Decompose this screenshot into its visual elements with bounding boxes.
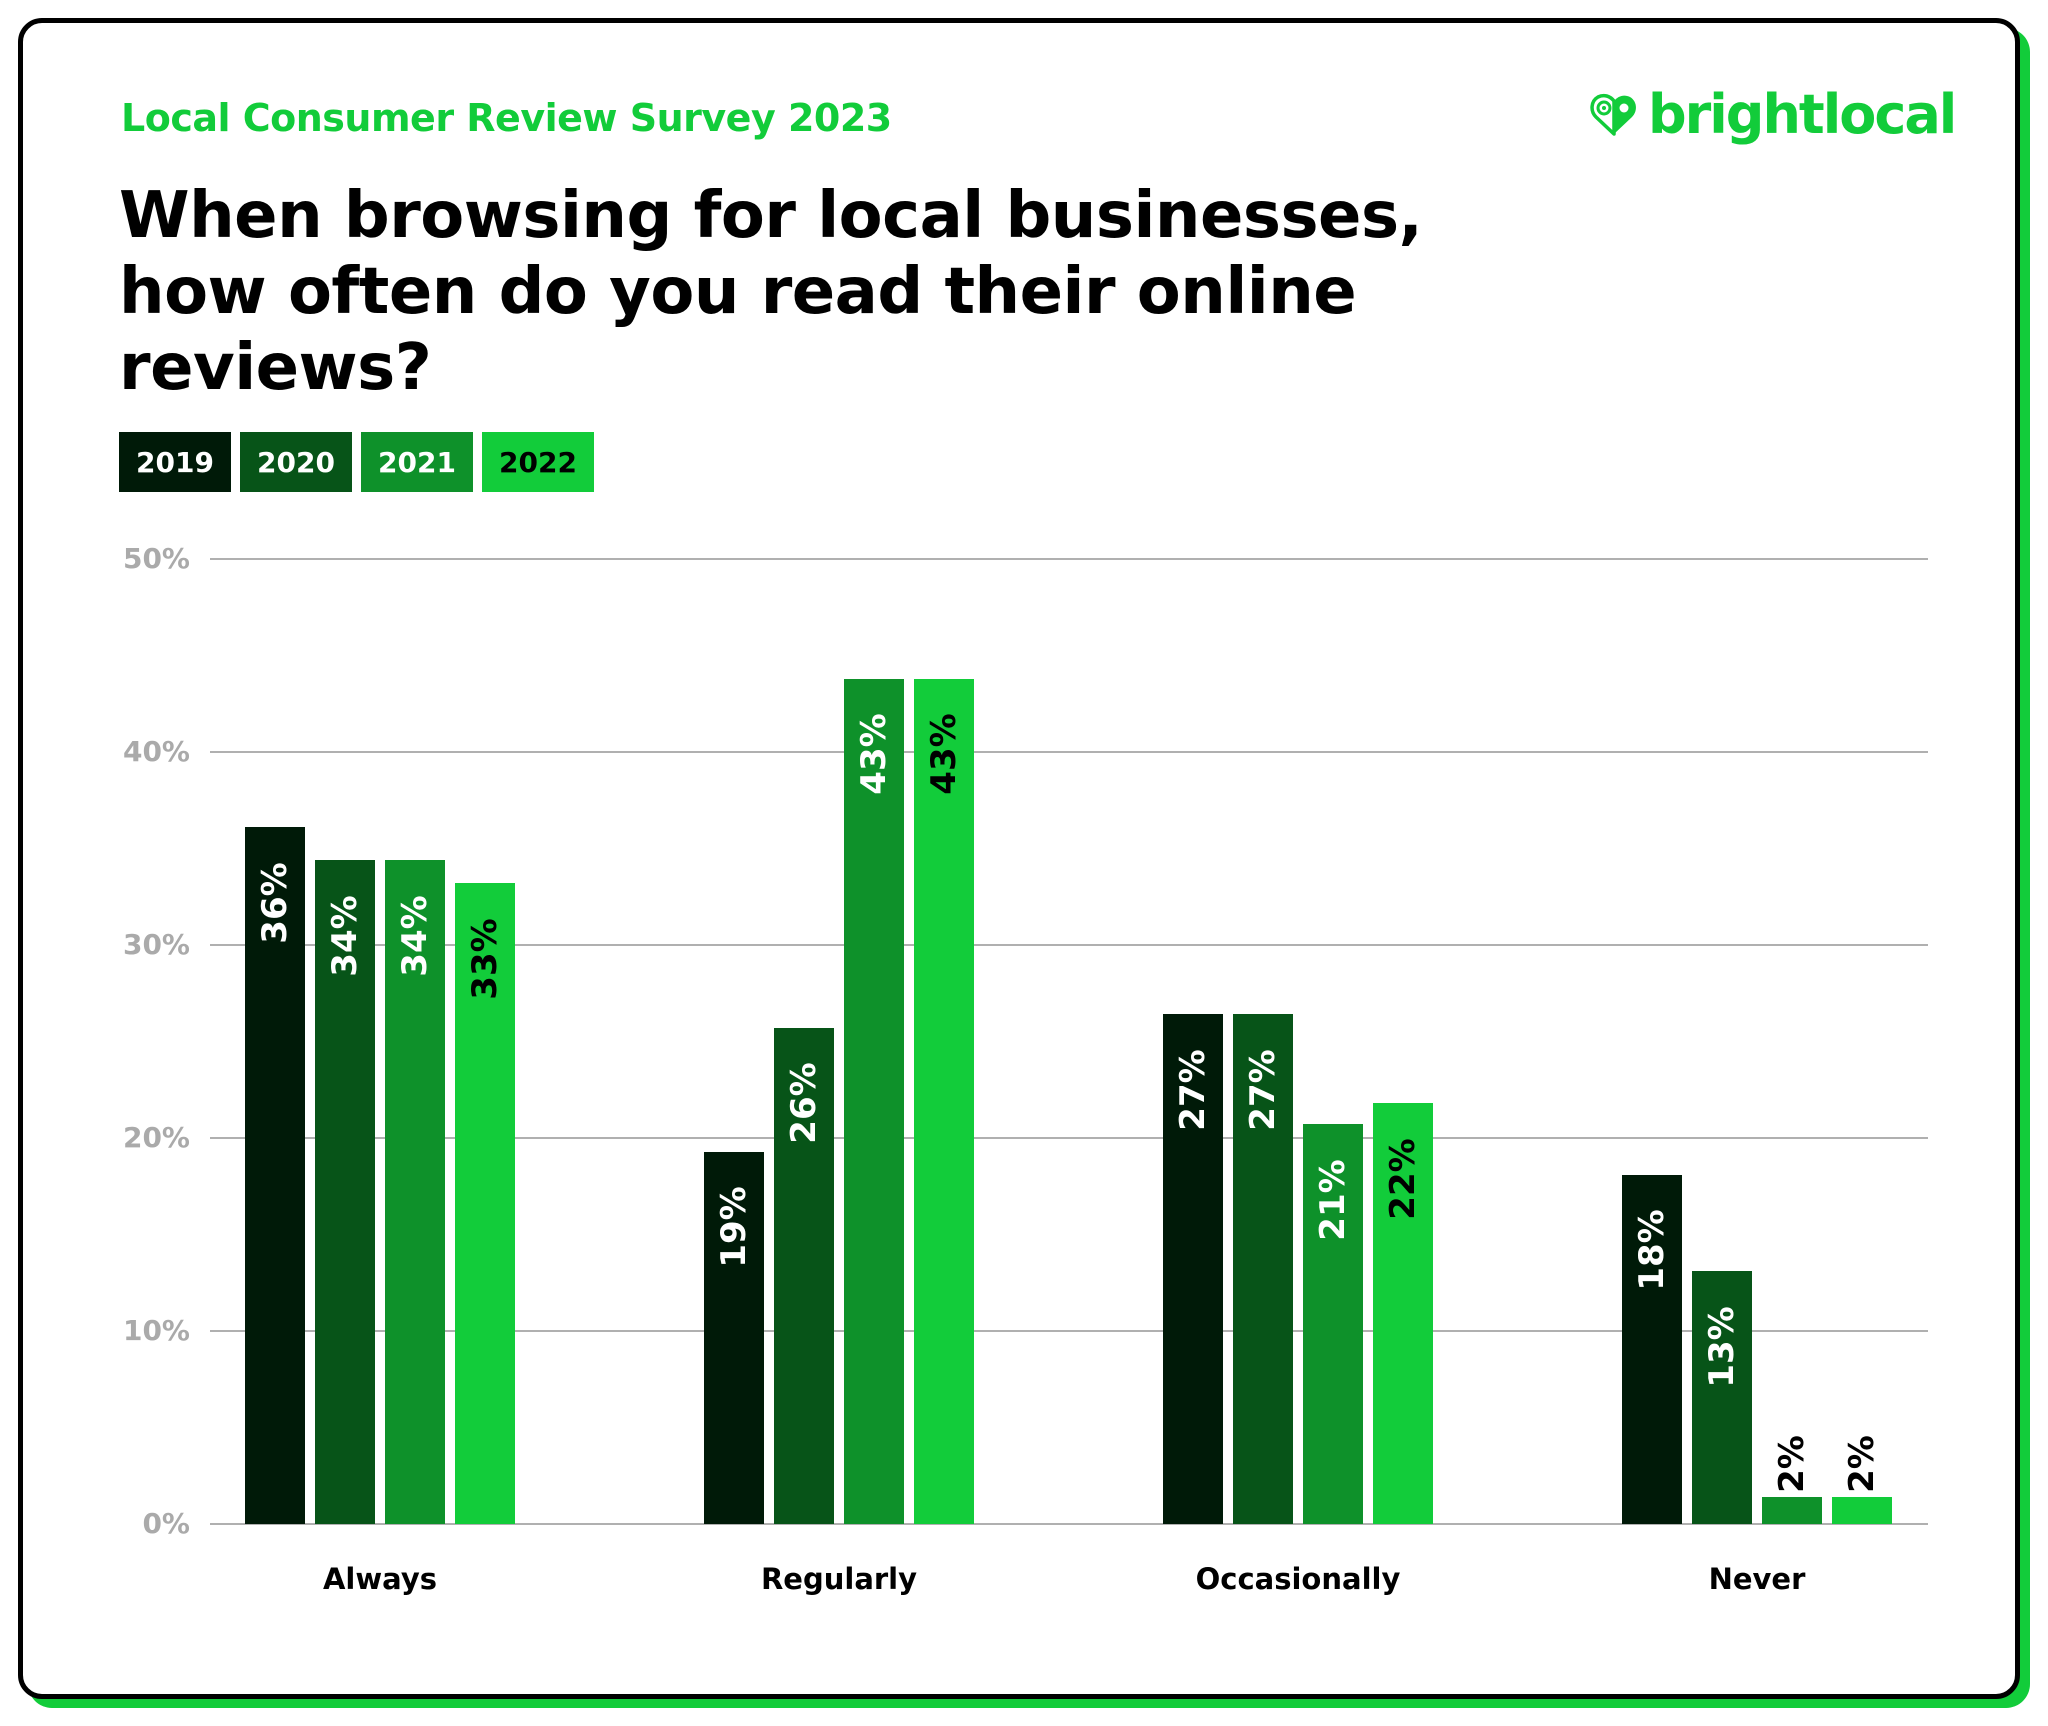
bar-value-label: 2%	[1772, 1435, 1812, 1493]
legend-item-2019: 2019	[119, 432, 231, 492]
legend: 2019 2020 2021 2022	[119, 432, 594, 492]
y-tick-label: 40%	[122, 735, 190, 768]
gridline	[210, 1330, 1928, 1332]
legend-label: 2022	[499, 445, 577, 479]
bar-regularly-2021	[844, 678, 904, 1524]
gridline	[210, 558, 1928, 560]
gridline	[210, 1523, 1928, 1525]
bar-value-label: 19%	[714, 1186, 754, 1268]
brightlocal-logo: brightlocal	[1590, 83, 1957, 146]
bar-always-2019	[245, 827, 305, 1524]
y-tick-label: 30%	[122, 928, 190, 961]
gridline	[210, 1137, 1928, 1139]
bar-value-label: 21%	[1313, 1159, 1353, 1241]
y-tick-label: 10%	[122, 1314, 190, 1347]
bar-never-2019	[1622, 1174, 1682, 1524]
legend-label: 2021	[378, 445, 456, 479]
bar-always-2022	[455, 883, 515, 1524]
legend-item-2021: 2021	[361, 432, 473, 492]
bar-value-label: 2%	[1842, 1435, 1882, 1493]
y-tick-label: 0%	[142, 1507, 190, 1540]
bar-value-label: 27%	[1173, 1049, 1213, 1131]
bar-value-label: 34%	[395, 894, 435, 977]
bar-occasionally-2021	[1303, 1124, 1363, 1524]
bar-never-2021	[1762, 1496, 1822, 1524]
y-tick-label: 50%	[122, 542, 190, 575]
bar-value-label: 43%	[924, 713, 964, 795]
legend-label: 2019	[136, 445, 214, 479]
bar-never-2020	[1692, 1271, 1752, 1524]
chart-title: When browsing for local businesses, how …	[119, 179, 1423, 405]
bar-value-label: 36%	[255, 862, 295, 944]
bar-regularly-2020	[774, 1027, 834, 1524]
bar-regularly-2022	[914, 678, 974, 1524]
x-axis-label-regularly: Regularly	[760, 1562, 918, 1596]
bar-occasionally-2019	[1163, 1014, 1223, 1524]
legend-item-2022: 2022	[482, 432, 594, 492]
bar-never-2022	[1832, 1496, 1892, 1524]
heart-pin-icon	[1590, 93, 1636, 136]
legend-label: 2020	[257, 445, 335, 479]
x-axis-label-always: Always	[322, 1562, 438, 1596]
bar-occasionally-2020	[1233, 1014, 1293, 1524]
bar-value-label: 22%	[1383, 1138, 1423, 1220]
bar-value-label: 13%	[1702, 1305, 1742, 1388]
bar-always-2021	[385, 860, 445, 1524]
bar-value-label: 34%	[325, 894, 365, 977]
bar-value-label: 18%	[1632, 1209, 1672, 1291]
gridline	[210, 944, 1928, 946]
survey-subtitle: Local Consumer Review Survey 2023	[121, 96, 892, 140]
bar-value-label: 33%	[465, 918, 505, 1000]
bar-occasionally-2022	[1373, 1103, 1433, 1524]
x-axis-label-never: Never	[1708, 1562, 1806, 1596]
x-axis-label-occasionally: Occasionally	[1195, 1562, 1401, 1596]
gridline	[210, 751, 1928, 753]
y-tick-label: 20%	[122, 1121, 190, 1154]
logo-wordmark: brightlocal	[1648, 83, 1957, 146]
bar-value-label: 43%	[854, 713, 894, 795]
bar-regularly-2019	[704, 1151, 764, 1524]
bar-always-2020	[315, 860, 375, 1524]
bar-value-label: 26%	[784, 1062, 824, 1145]
bar-value-label: 27%	[1243, 1049, 1283, 1131]
legend-item-2020: 2020	[240, 432, 352, 492]
